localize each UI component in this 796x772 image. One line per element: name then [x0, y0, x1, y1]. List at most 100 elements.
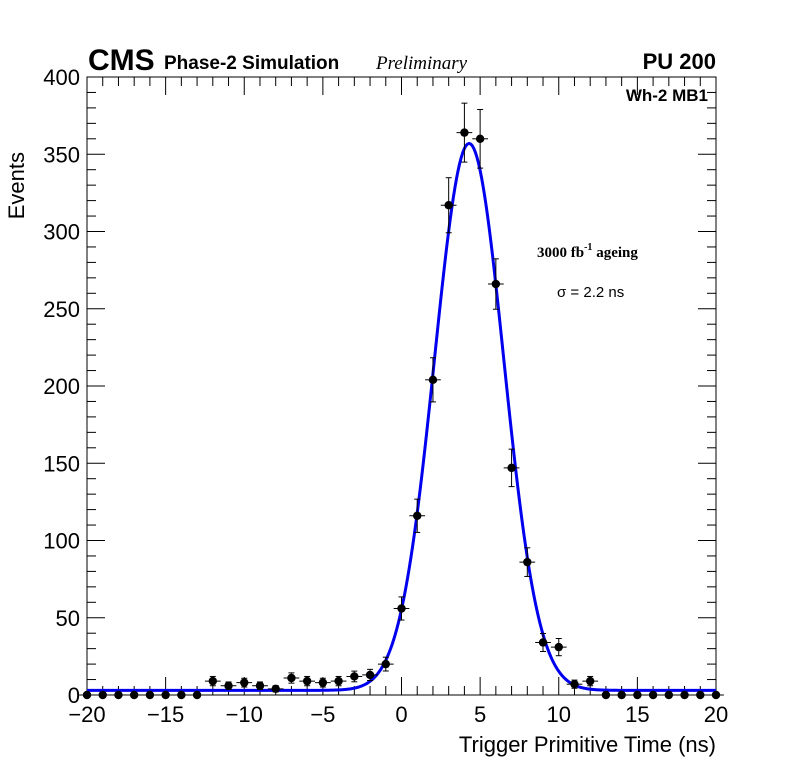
data-point [142, 690, 158, 700]
data-marker [554, 642, 563, 652]
data-point [550, 638, 567, 657]
data-point [236, 677, 253, 688]
x-axis-tick-labels: −20 −15 −10 −5 0 5 10 15 20 [68, 702, 728, 727]
data-point [315, 677, 331, 688]
y-axis-title: Events [4, 152, 29, 219]
data-marker [114, 690, 123, 700]
data-point [535, 632, 551, 652]
data-point [456, 102, 473, 163]
data-point [472, 108, 488, 169]
data-marker [161, 690, 170, 700]
data-marker [397, 604, 406, 613]
y-tick-label: 100 [43, 529, 80, 554]
data-point [346, 670, 363, 683]
data-point [708, 690, 724, 700]
x-tick-label: −15 [147, 702, 184, 727]
data-point [425, 357, 441, 403]
x-tick-label: 10 [547, 702, 571, 727]
x-tick-label: 5 [474, 702, 486, 727]
data-marker [208, 676, 217, 686]
data-marker [224, 681, 233, 690]
data-marker [192, 690, 202, 700]
x-tick-label: 0 [395, 702, 407, 727]
data-point [660, 690, 677, 700]
data-point [283, 672, 300, 684]
data-marker [287, 673, 296, 683]
data-marker [617, 690, 626, 700]
data-point [126, 690, 143, 700]
preliminary-label: Preliminary [375, 53, 468, 74]
data-points [79, 102, 724, 700]
x-tick-label: −20 [68, 702, 105, 727]
data-marker [475, 134, 485, 143]
x-axis-title: Trigger Primitive Time (ns) [459, 732, 716, 757]
data-marker [648, 690, 658, 700]
data-point [487, 258, 504, 310]
y-tick-label: 300 [43, 220, 80, 245]
data-point [220, 681, 237, 691]
y-tick-label: 150 [43, 451, 80, 476]
x-tick-label: −10 [226, 702, 263, 727]
y-tick-label: 50 [56, 606, 80, 631]
data-point [157, 690, 174, 700]
data-marker [271, 684, 280, 694]
data-marker [444, 201, 453, 210]
data-point [189, 690, 205, 700]
data-marker [302, 676, 312, 686]
data-point [362, 668, 378, 681]
data-point [252, 681, 268, 691]
data-marker [696, 690, 705, 700]
data-marker [460, 128, 469, 137]
cms-label: CMS [88, 44, 155, 77]
data-point [629, 690, 646, 700]
region-label: Wh-2 MB1 [626, 86, 708, 105]
data-marker [428, 375, 438, 385]
data-marker [145, 690, 155, 700]
sigma-label: σ = 2.2 ns [557, 284, 624, 301]
data-marker [633, 690, 642, 700]
simulation-label: Phase-2 Simulation [164, 53, 339, 74]
data-marker [664, 690, 674, 700]
data-point [267, 684, 284, 694]
data-marker [240, 678, 249, 687]
data-point [204, 675, 221, 687]
data-point [440, 177, 457, 234]
x-tick-label: −5 [310, 702, 335, 727]
data-marker [601, 690, 611, 700]
data-marker [538, 638, 548, 647]
data-point [503, 448, 520, 488]
data-marker [177, 690, 186, 700]
data-marker [413, 511, 422, 520]
data-point [173, 690, 190, 700]
pileup-label: PU 200 [643, 49, 716, 74]
data-point [645, 690, 661, 700]
data-marker [334, 676, 343, 686]
data-point [519, 547, 536, 577]
data-point [110, 690, 127, 700]
y-tick-label: 200 [43, 374, 80, 399]
data-marker [365, 670, 375, 680]
data-point [566, 679, 583, 689]
x-tick-label: 20 [704, 702, 728, 727]
x-tick-label: 15 [625, 702, 649, 727]
data-point [582, 675, 599, 687]
data-marker [98, 690, 107, 700]
data-point [79, 690, 95, 700]
ageing-label: 3000 fb-1 ageing [537, 242, 638, 261]
data-marker [523, 557, 532, 567]
data-point [94, 690, 111, 700]
data-point [409, 498, 426, 533]
y-axis-tick-labels: 0 50 100 150 200 250 300 350 400 [43, 65, 80, 708]
data-marker [82, 690, 92, 700]
data-point [692, 690, 709, 700]
data-marker [255, 681, 265, 690]
data-marker [350, 672, 359, 681]
data-marker [680, 690, 689, 700]
data-marker [586, 676, 595, 686]
data-point [299, 675, 316, 687]
data-point [676, 690, 693, 700]
data-marker [318, 678, 328, 687]
data-marker [129, 690, 139, 700]
data-marker [507, 463, 516, 473]
